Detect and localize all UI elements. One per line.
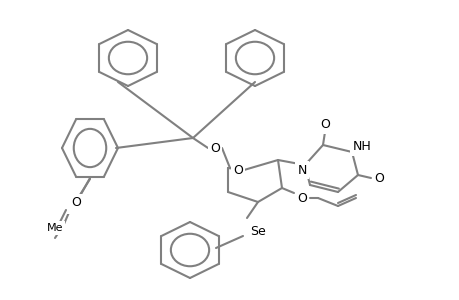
Text: O: O [210,142,219,154]
Text: O: O [233,164,242,176]
Text: O: O [297,191,306,205]
Text: O: O [71,196,81,209]
Text: O: O [319,118,329,131]
Text: NH: NH [352,140,370,154]
Text: Me: Me [47,223,63,233]
Text: O: O [373,172,383,185]
Text: N: N [297,164,306,176]
Text: Se: Se [250,226,265,238]
Text: O: O [69,199,79,212]
